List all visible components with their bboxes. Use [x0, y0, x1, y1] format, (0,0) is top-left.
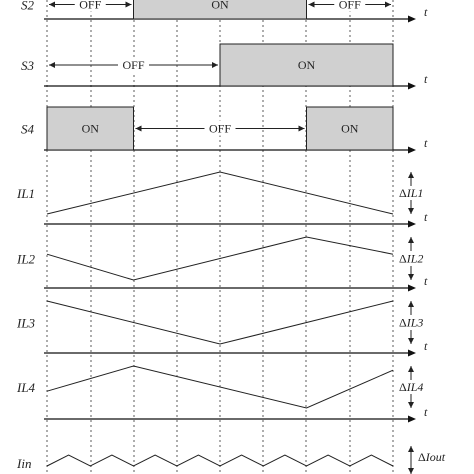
on-pulse [46, 106, 134, 151]
ripple-arrowhead [408, 237, 414, 243]
label-backdrop [74, 0, 106, 12]
input-current-waveform: Iin ΔIout [16, 446, 446, 474]
ripple-label: ΔIL2 [399, 252, 423, 266]
ripple-arrowhead [408, 172, 414, 178]
ripple-label: ΔIL1 [399, 186, 423, 200]
on-label: ON [82, 122, 100, 136]
interval-arrowhead [49, 62, 55, 68]
current-waveform [46, 300, 394, 345]
on-pulse [133, 0, 307, 20]
label-backdrop [204, 120, 236, 136]
interval-arrowhead [135, 125, 142, 132]
grid-lines [46, 0, 394, 474]
ripple-arrowhead [408, 468, 414, 474]
input-current-waveform [46, 454, 394, 467]
ripple-arrowhead [408, 402, 414, 408]
switch-waveforms: S2 t OFF ON OFF S3 t OFF ON S4 t ON OFF ON [21, 0, 428, 154]
off-label: OFF [339, 0, 361, 12]
label-backdrop [118, 57, 149, 72]
switch-row-s3: S3 t OFF ON [21, 43, 428, 90]
time-axis-label: t [424, 274, 428, 288]
off-label: OFF [122, 58, 144, 72]
on-label: ON [341, 122, 359, 136]
time-axis-label: t [424, 136, 428, 150]
time-axis-arrowhead [408, 146, 416, 154]
signal-label: Iin [16, 456, 31, 471]
time-axis-label: t [424, 405, 428, 419]
current-waveform [46, 236, 394, 281]
interval-arrowhead [49, 1, 55, 8]
signal-label: S4 [21, 122, 35, 137]
interval-arrowhead [308, 1, 315, 8]
ripple-arrowhead [408, 208, 414, 214]
switch-row-s2: S2 t OFF ON OFF [21, 0, 428, 23]
ripple-arrowhead [408, 446, 414, 452]
time-axis-label: t [424, 5, 428, 19]
time-axis-arrowhead [408, 284, 416, 292]
ripple-arrowhead [408, 338, 414, 344]
switch-row-s4: S4 t ON OFF ON [21, 106, 428, 154]
time-axis-label: t [424, 72, 428, 86]
signal-label: S3 [21, 58, 35, 73]
ripple-label: ΔIout [418, 450, 446, 464]
on-label: ON [211, 0, 229, 12]
signal-label: IL2 [16, 252, 36, 267]
off-label: OFF [209, 122, 231, 136]
time-axis-label: t [424, 339, 428, 353]
signal-label: IL3 [16, 316, 36, 331]
on-pulse [306, 106, 394, 151]
time-axis-arrowhead [408, 220, 416, 228]
current-waveform [46, 365, 394, 409]
ripple-label: ΔIL4 [399, 380, 423, 394]
ripple-arrowhead [408, 274, 414, 280]
time-axis-label: t [424, 210, 428, 224]
interval-arrowhead [125, 1, 132, 8]
ripple-arrowhead [408, 301, 414, 307]
current-row-iin: Iin ΔIout [16, 446, 446, 474]
signal-label: IL4 [16, 380, 36, 395]
time-axis-arrowhead [408, 15, 416, 23]
ripple-arrowhead [408, 366, 414, 372]
signal-label: IL1 [16, 186, 35, 201]
on-pulse [219, 43, 394, 87]
time-axis-arrowhead [408, 349, 416, 357]
on-label: ON [298, 58, 316, 72]
label-backdrop [334, 0, 366, 12]
current-waveform [46, 171, 394, 215]
interval-arrowhead [212, 62, 218, 68]
ripple-label: ΔIL3 [399, 316, 423, 330]
signal-label: S2 [21, 0, 35, 13]
interval-arrowhead [385, 1, 391, 8]
off-label: OFF [79, 0, 101, 12]
time-axis-arrowhead [408, 415, 416, 423]
time-axis-arrowhead [408, 82, 416, 90]
interval-arrowhead [298, 125, 305, 132]
